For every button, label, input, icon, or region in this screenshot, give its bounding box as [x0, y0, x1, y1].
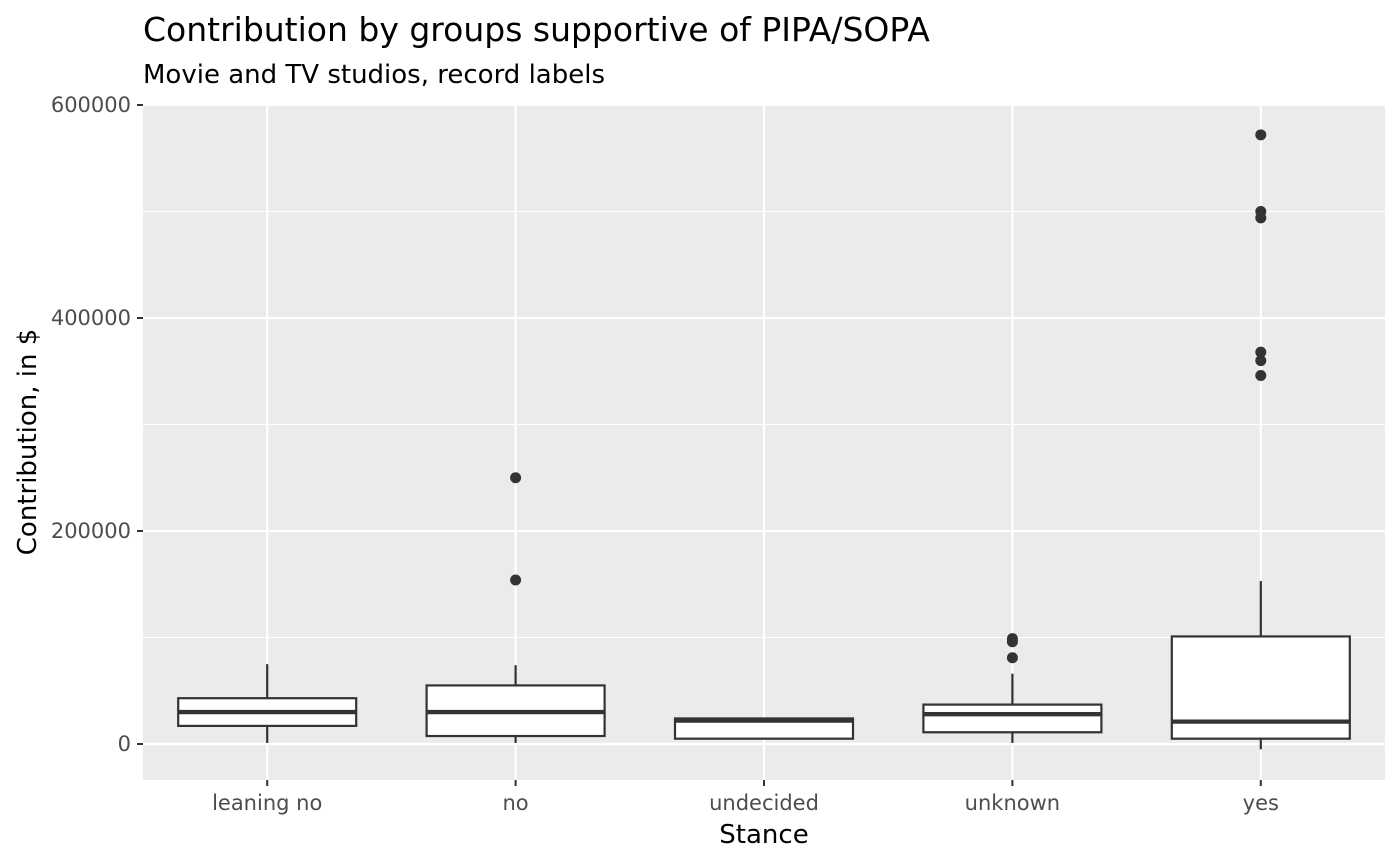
outlier-point [1255, 355, 1267, 367]
box-group [1170, 129, 1351, 750]
x-axis-title: Stance [719, 820, 808, 850]
axes: 0 200000 400000 600000 leaning no no undecided… [51, 93, 1279, 815]
x-tick-label: yes [1243, 791, 1279, 815]
gridlines [143, 103, 1385, 780]
outlier-point [1255, 346, 1267, 358]
outlier-point [510, 574, 522, 586]
box-group [922, 633, 1103, 743]
x-tick-label: undecided [709, 791, 819, 815]
boxes-layer [177, 129, 1351, 750]
y-tick-label: 600000 [51, 93, 131, 117]
outlier-point [1006, 652, 1018, 664]
x-tick-label: leaning no [212, 791, 322, 815]
chart-title: Contribution by groups supportive of PIP… [143, 10, 930, 49]
box-group [425, 472, 606, 743]
outlier-point [1006, 633, 1018, 645]
outlier-point [510, 472, 522, 484]
box-group [177, 664, 358, 743]
outlier-point [1255, 370, 1267, 382]
y-tick-label: 400000 [51, 306, 131, 330]
box-iqr [922, 703, 1103, 734]
x-tick-label: no [503, 791, 529, 815]
chart-subtitle: Movie and TV studios, record labels [143, 60, 605, 90]
box-group [673, 717, 855, 740]
y-tick-label: 0 [118, 732, 131, 756]
y-axis-title: Contribution, in $ [13, 329, 43, 555]
outlier-point [1255, 206, 1267, 217]
y-tick-label: 200000 [51, 519, 131, 543]
outlier-point [1255, 129, 1267, 141]
x-tick-label: unknown [965, 791, 1060, 815]
